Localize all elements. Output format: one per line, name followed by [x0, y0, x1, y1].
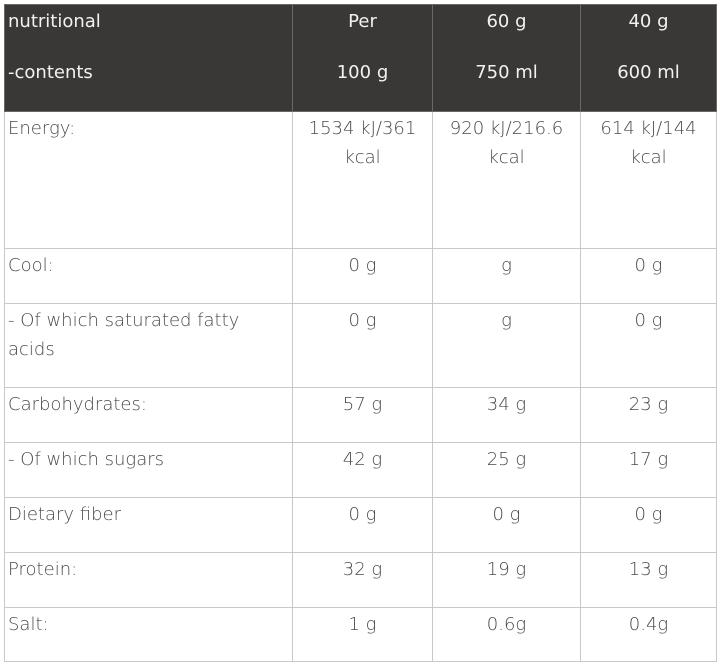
cell-60g: 34 g — [432, 387, 581, 443]
table-header-row: nutritional -contents Per 100 g 60 g 750… — [4, 4, 717, 112]
header-60g-750ml: 60 g 750 ml — [432, 4, 581, 112]
table-row-salt: Salt: 1 g 0.6g 0.4g — [4, 607, 717, 662]
cell-60g: g — [432, 303, 581, 388]
table-row-sugars: - Of which sugars 42 g 25 g 17 g — [4, 442, 717, 498]
cell-per-100g: 1 g — [292, 607, 433, 662]
cell-40g: 0 g — [580, 303, 717, 388]
cell-per-100g: 57 g — [292, 387, 433, 443]
row-label: - Of which saturated fatty acids — [4, 303, 293, 388]
row-label: Carbohydrates: — [4, 387, 293, 443]
header-60g-line1: 60 g — [486, 11, 527, 32]
header-per-100g: Per 100 g — [292, 4, 433, 112]
header-40g-line1: 40 g — [628, 11, 669, 32]
cell-60g: g — [432, 248, 581, 304]
nutrition-table: nutritional -contents Per 100 g 60 g 750… — [4, 4, 717, 662]
table-row-energy: Energy: 1534 kJ/361 kcal 920 kJ/216.6 kc… — [4, 111, 717, 249]
header-60g-line2: 750 ml — [475, 62, 538, 83]
cell-per-100g: 0 g — [292, 248, 433, 304]
header-per-line1: Per — [348, 11, 377, 32]
row-label: - Of which sugars — [4, 442, 293, 498]
cell-40g: 23 g — [580, 387, 717, 443]
cell-per-100g: 42 g — [292, 442, 433, 498]
header-40g-line2: 600 ml — [617, 62, 680, 83]
cell-per-100g: 0 g — [292, 303, 433, 388]
header-label-line1: nutritional — [8, 11, 101, 32]
header-40g-600ml: 40 g 600 ml — [580, 4, 717, 112]
header-label-line2: -contents — [8, 62, 93, 83]
cell-40g: 0 g — [580, 497, 717, 553]
table-row-saturated-fatty-acids: - Of which saturated fatty acids 0 g g 0… — [4, 303, 717, 388]
cell-40g: 13 g — [580, 552, 717, 608]
cell-per-100g: 0 g — [292, 497, 433, 553]
row-label: Energy: — [4, 111, 293, 249]
header-per-line2: 100 g — [336, 62, 389, 83]
row-label: Protein: — [4, 552, 293, 608]
cell-40g: 614 kJ/144 kcal — [580, 111, 717, 249]
row-label: Salt: — [4, 607, 293, 662]
table-row-cool: Cool: 0 g g 0 g — [4, 248, 717, 304]
cell-60g: 0 g — [432, 497, 581, 553]
cell-60g: 19 g — [432, 552, 581, 608]
cell-60g: 0.6g — [432, 607, 581, 662]
table-row-carbohydrates: Carbohydrates: 57 g 34 g 23 g — [4, 387, 717, 443]
header-nutritional-contents: nutritional -contents — [4, 4, 293, 112]
cell-60g: 25 g — [432, 442, 581, 498]
cell-40g: 0.4g — [580, 607, 717, 662]
row-label: Dietary fiber — [4, 497, 293, 553]
table-row-protein: Protein: 32 g 19 g 13 g — [4, 552, 717, 608]
cell-per-100g: 1534 kJ/361 kcal — [292, 111, 433, 249]
table-row-dietary-fiber: Dietary fiber 0 g 0 g 0 g — [4, 497, 717, 553]
cell-60g: 920 kJ/216.6 kcal — [432, 111, 581, 249]
cell-per-100g: 32 g — [292, 552, 433, 608]
cell-40g: 17 g — [580, 442, 717, 498]
cell-40g: 0 g — [580, 248, 717, 304]
row-label: Cool: — [4, 248, 293, 304]
